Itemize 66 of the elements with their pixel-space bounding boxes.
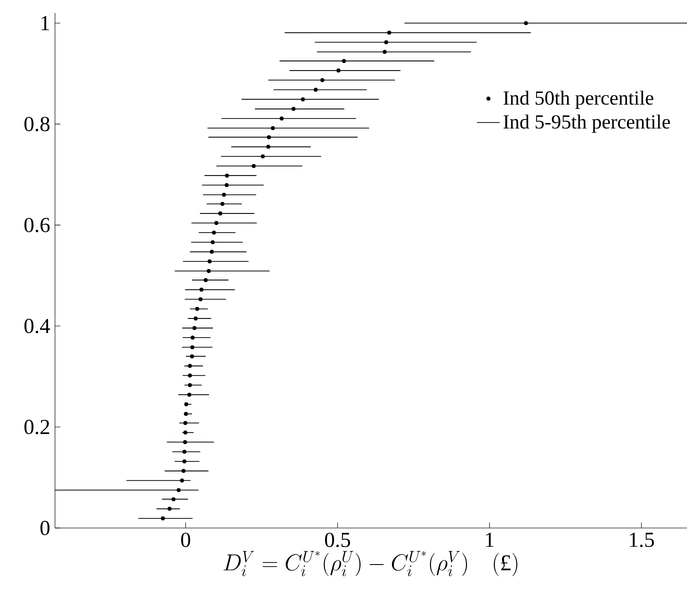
- y-tick-label: 0.8: [24, 116, 50, 132]
- point: [190, 336, 195, 340]
- point: [171, 497, 176, 502]
- y-tick-label: 0.4: [24, 318, 50, 334]
- point: [204, 278, 208, 282]
- y-tick-label: 0.6: [24, 218, 50, 232]
- point: [183, 420, 188, 425]
- point: [524, 21, 528, 26]
- point: [183, 430, 188, 435]
- point: [192, 326, 196, 330]
- point: [222, 192, 226, 197]
- point: [180, 478, 184, 483]
- point: [194, 316, 198, 320]
- point: [190, 345, 194, 350]
- point: [387, 30, 392, 35]
- point: [266, 135, 271, 140]
- point: [188, 364, 192, 368]
- point: [252, 164, 256, 168]
- point: [184, 402, 188, 406]
- point: [336, 68, 340, 73]
- point: [212, 230, 216, 235]
- point: [260, 154, 265, 158]
- y-tick-label: 0.2: [24, 420, 50, 434]
- point: [342, 58, 346, 63]
- point: [182, 459, 186, 464]
- point: [206, 268, 211, 273]
- point: [168, 506, 172, 511]
- point: [182, 450, 186, 454]
- point: [270, 126, 275, 130]
- point: [198, 297, 203, 302]
- point: [384, 40, 388, 44]
- point: [210, 240, 215, 244]
- x-axis-title: $D_i^V = C_i^{U^*}(\rho_i^U) - C_i^{U^*}(\rho_i^V) \quad (\mbox{£})$: [224, 551, 518, 576]
- point: [188, 383, 192, 388]
- point: [184, 412, 188, 416]
- point: [187, 392, 192, 397]
- point: [224, 183, 229, 188]
- x-tick-label: 0: [181, 532, 190, 548]
- point: [183, 440, 188, 444]
- point: [266, 144, 270, 149]
- point: [292, 106, 296, 111]
- annotation: Ind 5-95th percentile: [504, 114, 670, 133]
- point: [210, 250, 214, 254]
- point: [280, 116, 284, 121]
- point: [190, 354, 194, 358]
- point: [314, 88, 318, 92]
- point: [195, 306, 200, 311]
- legend-label: Ind 50th percentile: [504, 90, 654, 109]
- point: [300, 97, 305, 102]
- point: [199, 288, 204, 292]
- point: [176, 488, 181, 492]
- point: [214, 221, 218, 226]
- x-tick-label: 1: [486, 532, 494, 547]
- point: [220, 202, 224, 206]
- point: [382, 50, 387, 54]
- point: [208, 259, 212, 264]
- point: [224, 174, 229, 178]
- point: [218, 211, 222, 216]
- x-tick-label: 0.5: [325, 532, 350, 548]
- point: [320, 78, 324, 82]
- point: [160, 516, 165, 520]
- point: [188, 374, 192, 378]
- point: [182, 468, 186, 473]
- y-tick-label: 0: [40, 520, 50, 536]
- y-tick-label: 1: [42, 16, 50, 30]
- x-tick-label: 1.5: [630, 532, 654, 548]
